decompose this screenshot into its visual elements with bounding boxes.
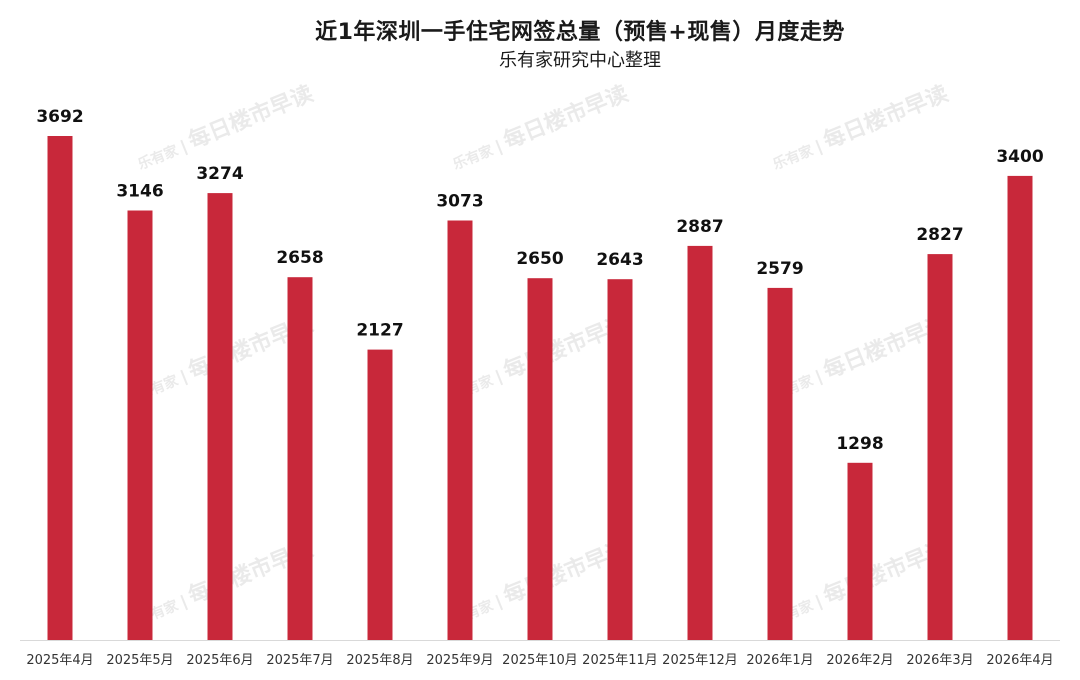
x-tick-label: 2026年3月 [906, 653, 973, 668]
bar [287, 277, 313, 640]
data-label: 2887 [676, 217, 723, 237]
bar [1007, 175, 1033, 640]
x-tick-label: 2025年12月 [662, 653, 738, 668]
bar [767, 287, 793, 640]
data-label: 3274 [196, 164, 243, 184]
data-label: 3400 [996, 147, 1043, 167]
x-tick-label: 2025年9月 [426, 653, 493, 668]
data-label: 2650 [516, 249, 563, 269]
data-label: 3073 [436, 192, 483, 212]
x-tick-label: 2025年8月 [346, 653, 413, 668]
bar [127, 210, 153, 640]
bar [447, 220, 473, 640]
bar [927, 254, 953, 640]
data-label: 1298 [836, 434, 883, 454]
bar [367, 349, 393, 640]
data-label: 2827 [916, 225, 963, 245]
x-tick-label: 2026年1月 [746, 653, 813, 668]
x-tick-label: 2025年10月 [502, 653, 578, 668]
bar [207, 193, 233, 640]
data-label: 2127 [356, 321, 403, 341]
data-label: 2643 [596, 250, 643, 270]
data-label: 2658 [276, 248, 323, 268]
x-tick-label: 2025年5月 [106, 653, 173, 668]
x-tick-label: 2025年11月 [582, 653, 658, 668]
data-label: 3692 [36, 107, 83, 127]
x-tick-label: 2025年7月 [266, 653, 333, 668]
data-label: 2579 [756, 259, 803, 279]
bar [607, 279, 633, 640]
chart-subtitle: 乐有家研究中心整理 [499, 50, 661, 71]
x-tick-label: 2025年4月 [26, 653, 93, 668]
bar [687, 245, 713, 640]
bar [527, 278, 553, 640]
bar [847, 462, 873, 640]
x-tick-label: 2026年4月 [986, 653, 1053, 668]
x-tick-label: 2026年2月 [826, 653, 893, 668]
bar [47, 136, 73, 640]
data-label: 3146 [116, 182, 163, 202]
x-tick-label: 2025年6月 [186, 653, 253, 668]
chart-title: 近1年深圳一手住宅网签总量（预售+现售）月度走势 [315, 20, 845, 45]
